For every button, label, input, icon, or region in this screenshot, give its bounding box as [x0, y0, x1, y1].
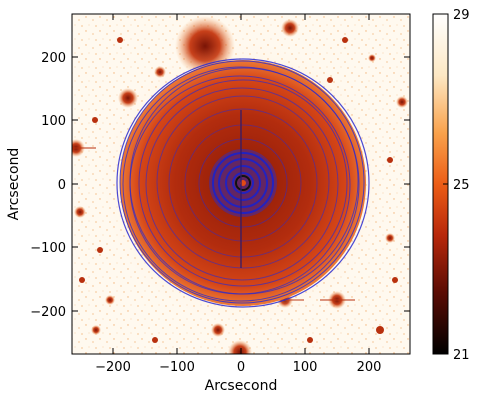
x-tick-label: −100: [159, 360, 195, 375]
star: [97, 247, 103, 253]
x-tick-label: −200: [95, 360, 131, 375]
core-ring: [225, 165, 261, 201]
x-axis-label: Arcsecond: [205, 378, 278, 394]
x-tick-label: 100: [293, 360, 318, 375]
contour-ring: [145, 87, 339, 281]
contour-ring: [184, 124, 302, 242]
y-tick-label: 0: [58, 178, 66, 193]
x-tick-label: 0: [237, 360, 245, 375]
core-ring: [218, 158, 268, 208]
contour-ring: [116, 58, 370, 308]
star: [368, 54, 376, 62]
star: [117, 37, 123, 43]
colorbar-tick-label: 21: [453, 348, 470, 363]
star: [211, 323, 225, 337]
contour-ring: [156, 95, 330, 269]
core-ring: [212, 152, 274, 214]
colorbar-tick-label: 25: [453, 178, 470, 193]
y-axis-label: Arcsecond: [6, 148, 22, 221]
star: [92, 117, 98, 123]
isophote-contours: [116, 58, 370, 308]
star: [342, 37, 348, 43]
core-ring: [232, 172, 254, 194]
star: [91, 325, 101, 335]
y-tick-label: −200: [30, 305, 66, 320]
x-tick-label: 200: [357, 360, 382, 375]
star: [79, 277, 85, 283]
sky-image: [72, 14, 410, 354]
y-tick-label: −100: [30, 241, 66, 256]
star: [307, 337, 313, 343]
star: [152, 337, 158, 343]
contour-ring: [119, 60, 365, 304]
star: [387, 157, 393, 163]
y-tick-label: 100: [41, 114, 66, 129]
nucleus-marker: [235, 175, 251, 191]
star: [105, 295, 115, 305]
star: [392, 277, 398, 283]
star: [228, 340, 252, 354]
contour-ring: [122, 66, 360, 302]
star: [396, 96, 408, 108]
star: [74, 206, 86, 218]
axis-ticks: [72, 14, 410, 354]
star: [281, 19, 299, 37]
colorbar-tick-label: 29: [453, 8, 470, 23]
contour-ring: [129, 75, 351, 295]
star: [376, 326, 384, 334]
colorbar: 29 25 21: [432, 8, 470, 363]
y-tick-label: 200: [41, 51, 66, 66]
contour-ring: [168, 108, 318, 258]
colorbar-gradient: [433, 14, 448, 354]
star: [385, 233, 395, 243]
contour-ring: [138, 79, 348, 287]
contour-ring: [198, 138, 288, 228]
core-contours: [212, 152, 274, 214]
